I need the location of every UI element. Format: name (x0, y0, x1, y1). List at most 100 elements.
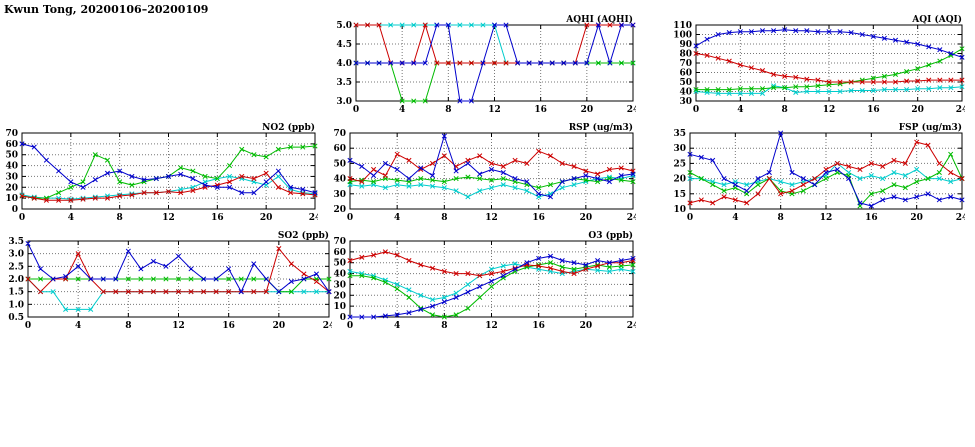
svg-text:10: 10 (5, 194, 18, 204)
svg-text:24: 24 (323, 321, 332, 331)
svg-text:25: 25 (673, 159, 686, 169)
svg-text:50: 50 (5, 151, 18, 161)
svg-text:FSP (ug/m3): FSP (ug/m3) (899, 122, 962, 133)
svg-text:12: 12 (820, 213, 833, 223)
svg-text:20: 20 (911, 105, 924, 115)
svg-text:24: 24 (627, 213, 636, 223)
svg-text:1.0: 1.0 (8, 300, 24, 310)
svg-text:30: 30 (679, 97, 692, 107)
svg-text:0: 0 (19, 213, 25, 223)
svg-text:4: 4 (399, 105, 405, 115)
svg-text:16: 16 (532, 321, 545, 331)
svg-text:8: 8 (445, 105, 451, 115)
svg-text:90: 90 (679, 40, 692, 50)
svg-text:50: 50 (679, 78, 692, 88)
page-title: Kwun Tong, 20200106–20200109 (4, 3, 209, 16)
svg-text:12: 12 (485, 213, 498, 223)
svg-text:70: 70 (5, 129, 18, 139)
svg-text:0: 0 (687, 213, 693, 223)
svg-text:16: 16 (222, 321, 235, 331)
svg-text:70: 70 (679, 59, 692, 69)
svg-text:2.5: 2.5 (8, 262, 24, 272)
svg-text:8: 8 (782, 105, 788, 115)
svg-text:16: 16 (867, 105, 880, 115)
svg-text:3.0: 3.0 (336, 97, 352, 107)
svg-text:0.5: 0.5 (8, 313, 24, 323)
svg-text:50: 50 (333, 259, 346, 269)
svg-text:4.0: 4.0 (336, 59, 352, 69)
svg-text:40: 40 (333, 175, 346, 185)
svg-text:110: 110 (673, 21, 692, 31)
svg-text:16: 16 (534, 105, 547, 115)
chart-rsp: 20 30 40 50 60 70 0 4 8 12 16 20 24 RSP (ug/m3) (330, 120, 639, 224)
svg-text:30: 30 (333, 190, 346, 200)
svg-text:24: 24 (309, 213, 318, 223)
svg-text:4: 4 (394, 213, 400, 223)
svg-text:24: 24 (627, 321, 636, 331)
svg-text:40: 40 (333, 270, 346, 280)
svg-text:12: 12 (485, 321, 498, 331)
svg-text:4: 4 (737, 105, 743, 115)
svg-text:20: 20 (260, 213, 273, 223)
svg-text:12: 12 (162, 213, 175, 223)
svg-text:20: 20 (580, 321, 593, 331)
no2-plot-svg: 01020304050607004812162024NO2 (ppb) (5, 122, 321, 223)
svg-text:100: 100 (673, 31, 692, 41)
svg-text:80: 80 (679, 50, 692, 60)
chart-so2: 0.5 1.0 1.5 2.0 2.5 3.0 3.5 0 4 8 12 16 20 24 SO2 (ppb… (2, 228, 335, 332)
svg-text:SO2 (ppb): SO2 (ppb) (278, 230, 329, 241)
chart-o3: 01020304050607004812162024O3 (ppb) (330, 228, 639, 332)
svg-text:0: 0 (12, 205, 18, 215)
svg-text:0: 0 (693, 105, 699, 115)
svg-text:35: 35 (673, 129, 686, 139)
svg-text:1.5: 1.5 (8, 288, 24, 298)
svg-text:12: 12 (172, 321, 185, 331)
svg-text:16: 16 (532, 213, 545, 223)
rsp-plot-svg: 20 30 40 50 60 70 0 4 8 12 16 20 24 RSP (ug/m3) (333, 122, 639, 223)
svg-text:RSP (ug/m3): RSP (ug/m3) (569, 122, 633, 133)
svg-text:AQHI (AQHI): AQHI (AQHI) (565, 14, 633, 25)
svg-text:20: 20 (581, 105, 594, 115)
svg-text:60: 60 (333, 144, 346, 154)
svg-text:8: 8 (441, 213, 447, 223)
svg-text:AQI (AQI): AQI (AQI) (911, 14, 962, 25)
svg-text:50: 50 (333, 159, 346, 169)
svg-text:40: 40 (5, 162, 18, 172)
svg-text:8: 8 (778, 213, 784, 223)
svg-text:8: 8 (117, 213, 123, 223)
svg-text:60: 60 (333, 248, 346, 258)
svg-text:4: 4 (394, 321, 400, 331)
svg-text:30: 30 (673, 144, 686, 154)
aqhi-plot-svg: 3.0 3.5 4.0 4.5 5.0 0 4 8 12 16 20 24 AQHI (AQHI) (336, 14, 639, 115)
svg-text:4.5: 4.5 (336, 40, 352, 50)
svg-text:O3 (ppb): O3 (ppb) (588, 230, 633, 241)
svg-text:0: 0 (340, 313, 346, 323)
svg-text:0: 0 (347, 321, 353, 331)
svg-text:20: 20 (333, 291, 346, 301)
svg-text:60: 60 (679, 69, 692, 79)
svg-text:24: 24 (956, 213, 965, 223)
svg-text:30: 30 (5, 172, 18, 182)
chart-aqhi: 3.0 3.5 4.0 4.5 5.0 0 4 8 12 16 20 24 AQHI (AQHI) (330, 12, 639, 116)
chart-fsp: 10 15 20 25 30 35 0 4 8 12 16 20 24 FSP (ug/m3) (670, 120, 968, 224)
svg-text:2.0: 2.0 (8, 275, 24, 285)
svg-text:10: 10 (333, 302, 346, 312)
svg-text:40: 40 (679, 88, 692, 98)
svg-text:4: 4 (68, 213, 74, 223)
svg-text:NO2 (ppb): NO2 (ppb) (262, 122, 315, 133)
svg-text:15: 15 (673, 190, 686, 200)
svg-text:8: 8 (125, 321, 131, 331)
svg-text:24: 24 (956, 105, 965, 115)
svg-text:16: 16 (865, 213, 878, 223)
svg-text:4: 4 (75, 321, 81, 331)
svg-text:0: 0 (347, 213, 353, 223)
fsp-plot-svg: 10 15 20 25 30 35 0 4 8 12 16 20 24 FSP (ug/m3) (673, 122, 968, 223)
svg-text:20: 20 (5, 183, 18, 193)
svg-text:12: 12 (823, 105, 836, 115)
svg-text:24: 24 (627, 105, 636, 115)
svg-text:16: 16 (211, 213, 224, 223)
svg-text:10: 10 (673, 205, 686, 215)
so2-plot-svg: 0.5 1.0 1.5 2.0 2.5 3.0 3.5 0 4 8 12 16 20 24 SO2 (ppb… (8, 230, 335, 331)
